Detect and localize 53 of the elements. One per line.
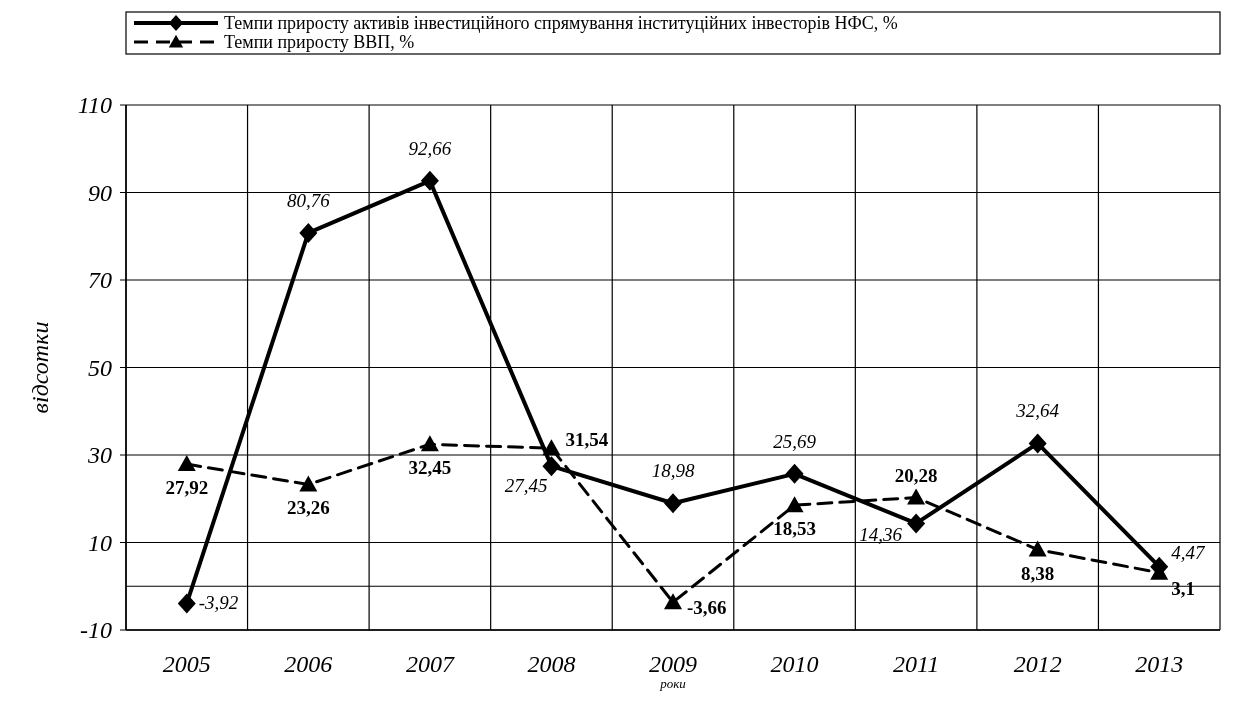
point [785,496,804,513]
data-label: -3,92 [198,592,239,614]
x-tick-label: 2011 [893,651,940,677]
data-label: 92,66 [408,137,452,159]
y-tick-label: 110 [77,92,112,119]
data-label: 27,92 [165,477,209,499]
data-label: 14,36 [859,524,903,546]
point [299,475,318,492]
data-label: 31,54 [565,429,609,451]
y-axis-title: відсотки [27,321,53,414]
x-tick-label: 2008 [527,651,576,677]
x-tick-label: 2013 [1135,651,1184,677]
data-label: 25,69 [773,430,817,452]
x-tick-label: 2012 [1013,651,1062,677]
y-tick-label: 50 [88,354,112,381]
x-tick-label: 2007 [405,651,455,677]
y-tick-label: 30 [87,442,112,469]
data-label: 20,28 [894,464,938,486]
y-tick-label: -10 [80,617,112,644]
data-label: 18,98 [651,460,695,482]
point [664,593,682,610]
data-label: 32,45 [408,457,452,479]
data-label: 32,64 [1015,400,1060,422]
point [420,170,439,191]
point [907,513,926,534]
data-label: -3,66 [687,597,727,619]
point [542,439,561,456]
data-label: 8,38 [1021,562,1055,584]
legend-label: Темпи приросту ВВП, % [224,32,415,53]
x-tick-label: 2009 [649,651,697,677]
x-tick-label: 2005 [162,651,211,677]
point [299,222,318,243]
point [907,488,926,505]
point [420,435,439,452]
data-label: 80,76 [286,189,331,211]
point [177,455,196,472]
point [1028,433,1047,454]
x-axis-title: роки [659,676,687,691]
point [664,493,682,514]
legend-label: Темпи приросту активів інвестиційного спрямування інституційних інвесторів НФС, % [224,13,898,34]
data-label: 27,45 [504,475,548,497]
data-label: 23,26 [286,497,330,519]
y-tick-label: 90 [88,179,112,206]
point [542,456,561,477]
data-label: 4,47 [1171,541,1206,563]
x-tick-label: 2010 [770,651,819,677]
y-tick-label: 10 [88,529,112,556]
point [1028,540,1047,557]
point [785,463,804,484]
point [177,593,196,614]
y-tick-label: 70 [88,267,112,294]
data-label: 18,53 [773,518,816,540]
x-tick-label: 2006 [284,651,333,677]
